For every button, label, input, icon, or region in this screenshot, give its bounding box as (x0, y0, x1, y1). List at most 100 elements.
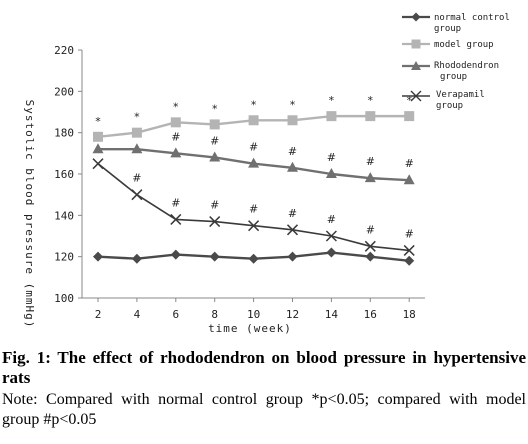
x-tick-labels: 2 4 6 8 10 12 14 16 18 (95, 298, 416, 321)
legend-label: model group (434, 40, 494, 50)
data-point-triangle (403, 174, 415, 185)
diamond-marker-icon (411, 12, 421, 22)
y-tick-label: 100 (54, 292, 74, 305)
data-point-diamond (170, 249, 181, 260)
y-axis-label: Systolic blood pressure (mmHg) (23, 100, 36, 329)
significance-marker: # (366, 223, 375, 236)
y-tick-labels: 100 120 140 160 180 200 220 (54, 44, 82, 305)
y-tick-label: 140 (54, 209, 74, 222)
significance-marker: # (327, 151, 336, 164)
data-point-triangle (131, 143, 143, 154)
data-point-cross (170, 213, 182, 225)
data-point-square (326, 111, 337, 122)
data-point-cross (209, 216, 221, 228)
significance-marker: * (134, 111, 140, 124)
legend-label: Verapamil (436, 90, 485, 100)
data-point-square (404, 111, 415, 122)
plot-area: * * * * * * * * * # # # # # # # # # # # # # # # (92, 94, 415, 266)
data-point-square (365, 111, 376, 122)
data-point-square (93, 131, 103, 142)
y-tick-label: 160 (54, 168, 74, 181)
series-normal-control-group (93, 247, 415, 266)
y-tick-label: 220 (54, 44, 74, 57)
x-tick-label: 18 (403, 308, 416, 321)
y-tick-label: 180 (54, 127, 74, 140)
significance-marker: * (368, 94, 374, 107)
legend-item-verapamil-group: Verapamil group (402, 90, 485, 111)
data-point-triangle (248, 157, 260, 168)
series-model-group: * * * * * * * * * (93, 94, 415, 142)
data-point-cross (364, 240, 376, 252)
data-point-square (131, 127, 142, 138)
significance-marker: * (290, 98, 296, 111)
x-tick-label: 2 (95, 308, 102, 321)
series-verapamil-group: # # # # # # # # (92, 158, 415, 256)
data-point-cross (92, 158, 104, 170)
significance-marker: # (405, 227, 414, 240)
x-tick-label: 12 (286, 308, 299, 321)
significance-marker: * (173, 100, 179, 113)
data-point-square (209, 119, 220, 130)
data-point-cross (248, 220, 260, 232)
legend-item-rhododendron-group: Rhododendron group (402, 61, 499, 82)
triangle-marker-icon (411, 61, 421, 70)
legend-item-model-group: model group (402, 39, 494, 50)
significance-marker: * (212, 102, 218, 115)
cross-marker-icon (410, 90, 422, 102)
x-tick-label: 10 (247, 308, 260, 321)
data-point-diamond (365, 251, 376, 262)
significance-marker: * (406, 94, 412, 107)
legend-label: group (436, 101, 463, 111)
significance-marker: # (288, 145, 297, 158)
data-point-triangle (92, 143, 104, 154)
data-point-cross (286, 224, 299, 236)
significance-marker: # (171, 196, 180, 209)
significance-marker: # (210, 134, 219, 147)
data-point-diamond (131, 253, 142, 264)
x-tick-label: 14 (325, 308, 339, 321)
data-point-diamond (404, 255, 415, 266)
data-point-square (248, 115, 259, 126)
x-axis-label: time (week) (208, 322, 292, 335)
legend-label: normal control (434, 13, 510, 23)
data-point-cross (325, 230, 337, 242)
significance-marker: * (95, 115, 101, 128)
figure-caption: Fig. 1: The effect of rhododendron on bl… (2, 348, 526, 430)
data-point-cross (403, 244, 415, 256)
data-point-square (287, 115, 298, 126)
legend-label: Rhododendron (434, 61, 499, 71)
significance-marker: # (210, 199, 219, 212)
x-tick-label: 8 (211, 308, 218, 321)
data-point-triangle (364, 172, 376, 183)
data-point-diamond (248, 253, 259, 264)
significance-marker: # (249, 141, 258, 154)
data-point-triangle (209, 151, 221, 162)
data-point-square (170, 117, 181, 128)
x-tick-label: 6 (172, 308, 179, 321)
legend: normal control group model group Rhodode… (402, 12, 510, 111)
legend-label: group (440, 72, 467, 82)
x-tick-label: 16 (364, 308, 377, 321)
square-marker-icon (411, 39, 421, 49)
significance-marker: # (366, 155, 375, 168)
data-point-triangle (287, 161, 298, 172)
series-rhododendron-group: # # # # # # # (92, 130, 415, 185)
y-tick-label: 200 (54, 85, 74, 98)
legend-label: group (434, 24, 461, 34)
data-point-diamond (326, 247, 337, 258)
significance-marker: * (251, 98, 257, 111)
significance-marker: * (329, 94, 335, 107)
significance-marker: # (132, 172, 141, 185)
data-point-diamond (93, 251, 103, 262)
y-tick-label: 120 (54, 251, 74, 264)
significance-marker: # (288, 207, 297, 220)
significance-marker: # (171, 130, 180, 143)
data-point-triangle (325, 168, 337, 178)
significance-marker: # (249, 203, 258, 216)
significance-marker: # (327, 213, 336, 226)
significance-marker: # (405, 157, 414, 170)
x-tick-label: 4 (134, 308, 141, 321)
data-point-triangle (170, 147, 182, 158)
caption-title: Fig. 1: The effect of rhododendron on bl… (2, 348, 526, 387)
data-point-diamond (209, 251, 220, 262)
